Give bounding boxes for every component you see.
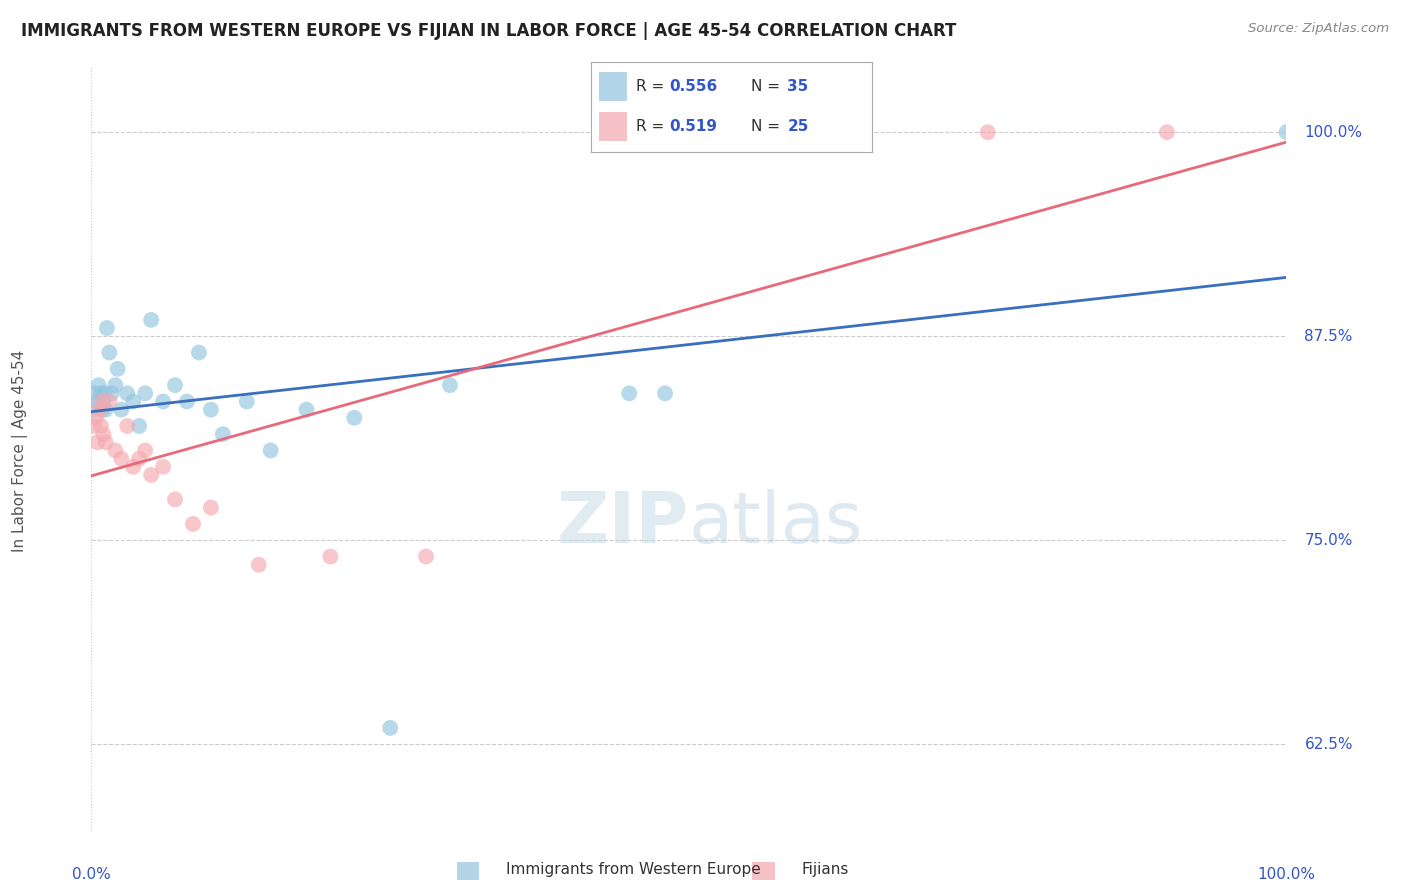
Point xyxy=(90,386,112,401)
Point xyxy=(152,459,174,474)
Text: N =: N = xyxy=(751,79,785,94)
Text: IMMIGRANTS FROM WESTERN EUROPE VS FIJIAN IN LABOR FORCE | AGE 45-54 CORRELATION : IMMIGRANTS FROM WESTERN EUROPE VS FIJIAN… xyxy=(21,22,956,40)
Point xyxy=(343,410,366,425)
Point xyxy=(86,394,108,409)
Point xyxy=(134,443,156,458)
Point xyxy=(415,549,437,564)
Point xyxy=(122,459,145,474)
Bar xyxy=(599,72,627,101)
Point xyxy=(200,402,222,417)
Point xyxy=(1156,125,1178,139)
Point xyxy=(115,386,138,401)
Point xyxy=(89,402,111,417)
Text: 25: 25 xyxy=(787,120,808,134)
Point xyxy=(110,402,132,417)
Text: R =: R = xyxy=(636,79,669,94)
Point xyxy=(100,386,122,401)
Point xyxy=(163,492,186,507)
Point xyxy=(439,378,461,392)
Point xyxy=(235,394,259,409)
Point xyxy=(163,378,186,392)
Point xyxy=(115,419,138,434)
Text: Immigrants from Western Europe: Immigrants from Western Europe xyxy=(506,863,761,877)
Point xyxy=(211,427,233,442)
Point xyxy=(378,721,402,735)
Point xyxy=(128,419,150,434)
Point xyxy=(86,435,108,450)
Text: 87.5%: 87.5% xyxy=(1305,329,1353,343)
Point xyxy=(84,410,107,425)
Point xyxy=(187,345,211,359)
Point xyxy=(122,394,145,409)
Point xyxy=(107,362,129,376)
Point xyxy=(83,419,105,434)
Point xyxy=(90,419,112,434)
Text: 0.0%: 0.0% xyxy=(72,867,111,881)
Point xyxy=(83,402,105,417)
Point xyxy=(94,402,117,417)
Point xyxy=(91,402,114,417)
Point xyxy=(93,394,114,409)
Text: atlas: atlas xyxy=(689,490,863,558)
Point xyxy=(176,394,198,409)
Point xyxy=(98,394,121,409)
Text: Source: ZipAtlas.com: Source: ZipAtlas.com xyxy=(1249,22,1389,36)
Point xyxy=(134,386,156,401)
Point xyxy=(152,394,174,409)
Point xyxy=(319,549,342,564)
Point xyxy=(93,427,114,442)
Point xyxy=(295,402,318,417)
Text: 0.556: 0.556 xyxy=(669,79,717,94)
Point xyxy=(200,500,222,515)
Point xyxy=(104,378,127,392)
Point xyxy=(1275,125,1298,139)
Point xyxy=(91,394,114,409)
Text: In Labor Force | Age 45-54: In Labor Force | Age 45-54 xyxy=(11,350,28,551)
Text: ZIP: ZIP xyxy=(557,490,689,558)
Text: 35: 35 xyxy=(787,79,808,94)
Point xyxy=(181,516,204,531)
Point xyxy=(87,378,110,392)
Point xyxy=(128,451,150,466)
Text: 100.0%: 100.0% xyxy=(1257,867,1316,881)
Point xyxy=(141,467,162,482)
Point xyxy=(110,451,132,466)
Point xyxy=(619,386,641,401)
Point xyxy=(84,386,107,401)
Text: 62.5%: 62.5% xyxy=(1305,737,1353,752)
Bar xyxy=(599,112,627,141)
Text: Fijians: Fijians xyxy=(801,863,849,877)
Text: 100.0%: 100.0% xyxy=(1305,125,1362,140)
Text: R =: R = xyxy=(636,120,669,134)
Point xyxy=(259,443,281,458)
Text: N =: N = xyxy=(751,120,785,134)
Point xyxy=(94,435,117,450)
Point xyxy=(98,345,121,359)
Point xyxy=(104,443,127,458)
Point xyxy=(247,558,270,572)
Point xyxy=(96,321,118,335)
Point xyxy=(141,313,162,327)
Point xyxy=(93,386,115,401)
Text: 75.0%: 75.0% xyxy=(1305,533,1353,548)
Point xyxy=(976,125,998,139)
Text: 0.519: 0.519 xyxy=(669,120,717,134)
Point xyxy=(654,386,676,401)
